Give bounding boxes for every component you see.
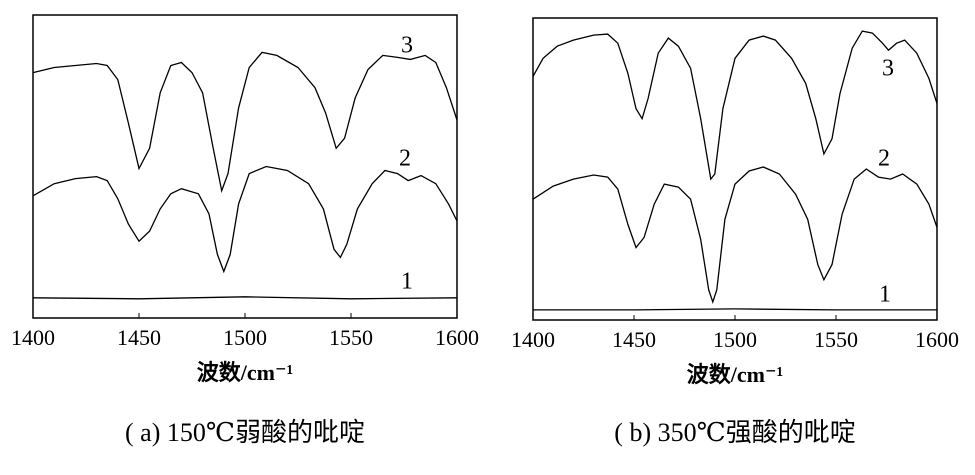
spectrum-line <box>532 166 938 304</box>
x-tick-label: 1600 <box>915 327 959 352</box>
x-tick-label: 1600 <box>435 325 479 350</box>
x-tick-label: 1550 <box>814 327 858 352</box>
x-tick-label: 1550 <box>329 325 373 350</box>
caption: ( b) 350℃强酸的吡啶 <box>614 418 855 447</box>
x-tick-label: 1400 <box>11 325 55 350</box>
caption: ( a) 150℃弱酸的吡啶 <box>125 418 365 447</box>
spectrum-line <box>533 308 937 311</box>
x-tick-label: 1450 <box>612 327 656 352</box>
x-tick-label: 1400 <box>511 327 555 352</box>
curve-label: 3 <box>401 33 413 59</box>
plot-frame <box>32 14 458 319</box>
spectrum-line <box>32 165 458 274</box>
spectrum-line <box>32 296 458 300</box>
curve-label: 3 <box>882 56 894 82</box>
x-tick-label: 1500 <box>223 325 267 350</box>
curve-label: 1 <box>401 269 413 295</box>
spectrum-line <box>532 30 938 181</box>
x-axis-label: 波数/cm⁻¹ <box>197 360 293 385</box>
curve-label: 2 <box>399 146 411 172</box>
spectrum-line <box>32 51 458 194</box>
curve-label: 1 <box>879 282 891 308</box>
x-axis-label: 波数/cm⁻¹ <box>687 362 783 387</box>
x-tick-label: 1450 <box>117 325 161 350</box>
plot-frame <box>532 17 938 321</box>
x-tick-label: 1500 <box>713 327 757 352</box>
curve-label: 2 <box>878 146 890 172</box>
